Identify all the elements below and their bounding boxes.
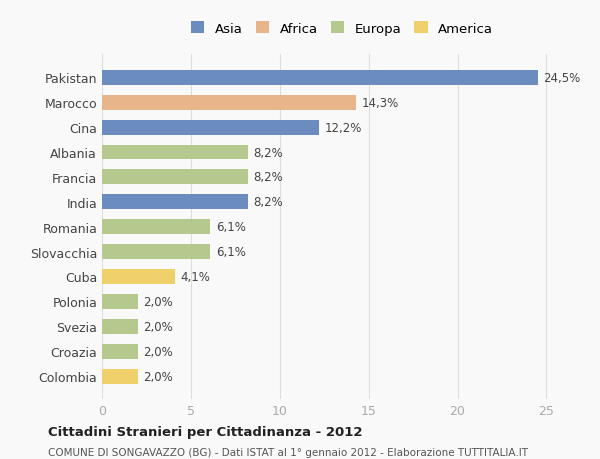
Text: 6,1%: 6,1%	[216, 246, 245, 258]
Text: 4,1%: 4,1%	[180, 270, 210, 283]
Bar	[102, 71, 538, 86]
Bar	[102, 269, 175, 284]
Bar	[102, 195, 248, 210]
Bar	[102, 170, 248, 185]
Bar	[102, 95, 356, 111]
Text: 12,2%: 12,2%	[324, 121, 362, 134]
Text: 2,0%: 2,0%	[143, 320, 173, 333]
Text: 8,2%: 8,2%	[253, 171, 283, 184]
Text: 2,0%: 2,0%	[143, 370, 173, 383]
Text: 2,0%: 2,0%	[143, 295, 173, 308]
Bar	[102, 245, 211, 259]
Bar	[102, 220, 211, 235]
Text: Cittadini Stranieri per Cittadinanza - 2012: Cittadini Stranieri per Cittadinanza - 2…	[48, 425, 362, 438]
Text: 24,5%: 24,5%	[543, 72, 580, 84]
Bar	[102, 145, 248, 160]
Text: COMUNE DI SONGAVAZZO (BG) - Dati ISTAT al 1° gennaio 2012 - Elaborazione TUTTITA: COMUNE DI SONGAVAZZO (BG) - Dati ISTAT a…	[48, 447, 528, 457]
Bar	[102, 369, 137, 384]
Bar	[102, 344, 137, 359]
Text: 8,2%: 8,2%	[253, 146, 283, 159]
Legend: Asia, Africa, Europa, America: Asia, Africa, Europa, America	[185, 17, 499, 41]
Text: 6,1%: 6,1%	[216, 221, 245, 234]
Text: 14,3%: 14,3%	[362, 96, 399, 110]
Bar	[102, 294, 137, 309]
Text: 2,0%: 2,0%	[143, 345, 173, 358]
Bar	[102, 120, 319, 135]
Bar	[102, 319, 137, 334]
Text: 8,2%: 8,2%	[253, 196, 283, 209]
